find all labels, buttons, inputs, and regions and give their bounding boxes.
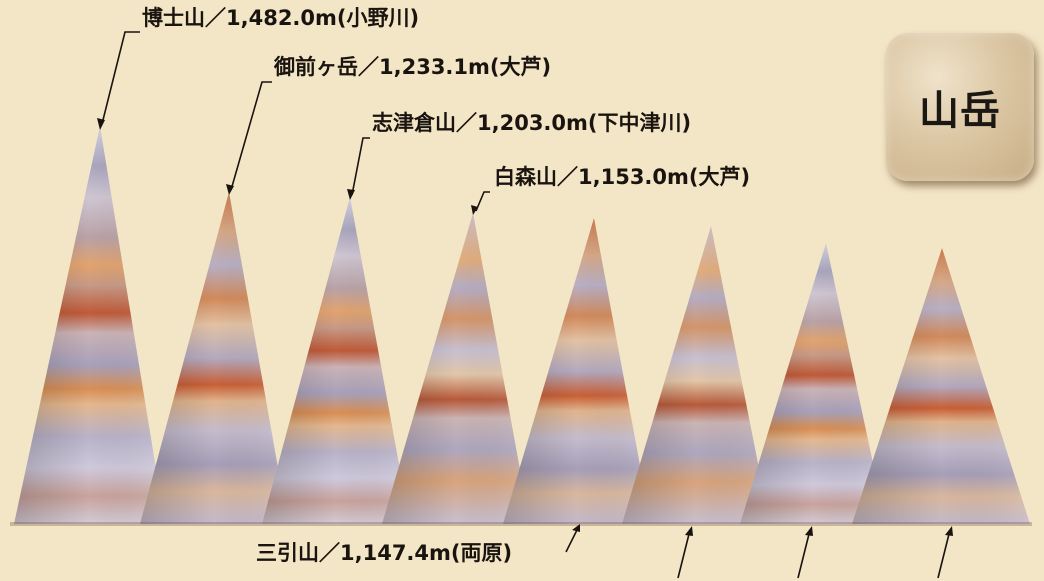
badge-label: 山岳 xyxy=(919,88,1001,134)
peak-label-gozen: 御前ヶ岳／1,233.1m(大芦) xyxy=(274,55,552,79)
peak-6 xyxy=(622,226,770,524)
peak-label-shiramori: 白森山／1,153.0m(大芦) xyxy=(494,165,751,189)
peak-label-mihiki: 三引山／1,147.4m(両原) xyxy=(256,541,513,565)
peak-label-hakase: 博士山／1,482.0m(小野川) xyxy=(142,6,420,30)
peak-2-gozen xyxy=(140,192,288,524)
peak-7 xyxy=(740,243,886,524)
leader-arrowheads xyxy=(97,118,953,536)
peak-3-shizukura xyxy=(262,197,410,524)
peak-8 xyxy=(852,248,1030,524)
peak-5-mihiki xyxy=(503,218,651,524)
peak-1-hakase xyxy=(14,126,165,524)
base-shadow xyxy=(10,522,1032,526)
leader-lines xyxy=(101,31,951,579)
peak-label-shizukura: 志津倉山／1,203.0m(下中津川) xyxy=(372,111,692,135)
category-badge: 山岳 xyxy=(886,33,1034,181)
peak-4-shiramori xyxy=(382,213,530,524)
